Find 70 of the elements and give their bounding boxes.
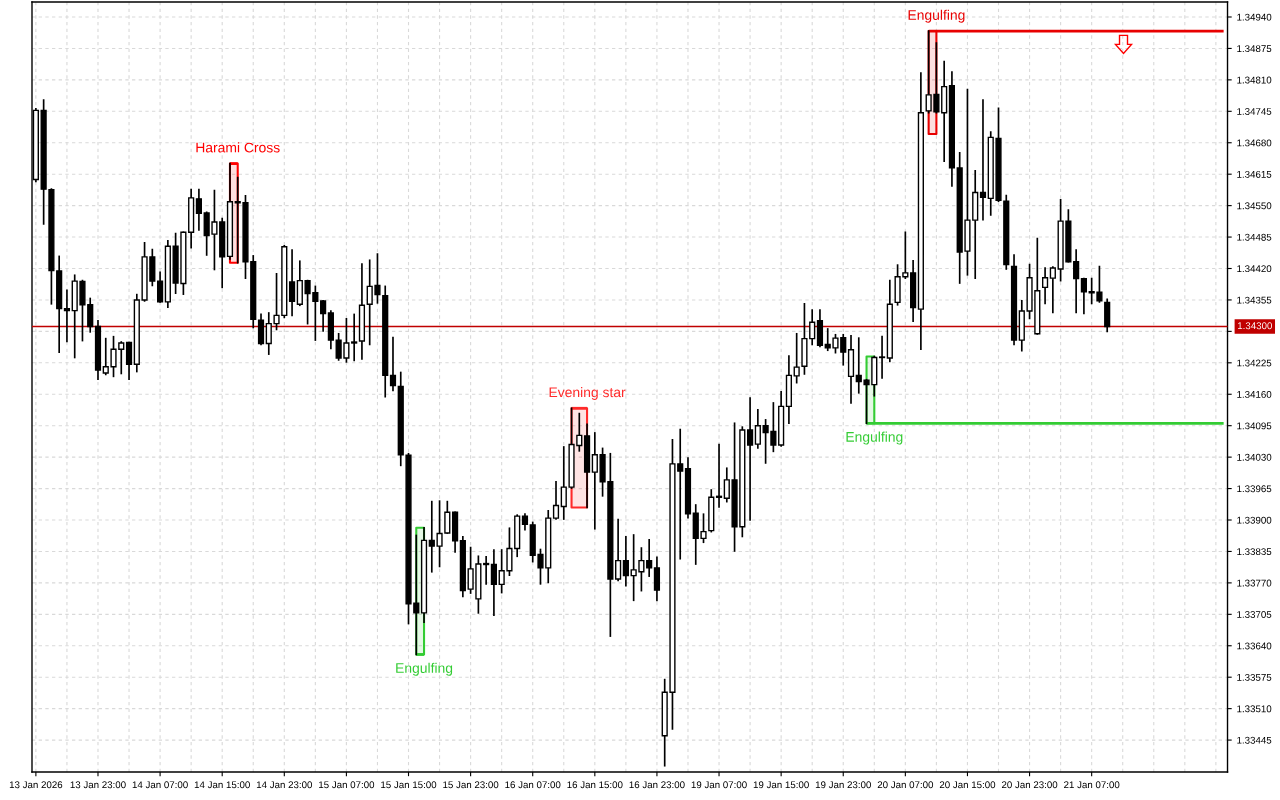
y-tick-label: 1.33445 [1237, 736, 1272, 744]
y-tick-label: 1.34160 [1237, 390, 1272, 398]
x-tick-label: 21 Jan 07:00 [1064, 781, 1120, 789]
candlestick [483, 555, 490, 585]
y-tick-label: 1.33510 [1237, 705, 1272, 713]
candlestick [622, 536, 629, 587]
candlestick [878, 335, 886, 379]
candlestick [715, 443, 723, 508]
candlestick [615, 518, 622, 582]
candlestick [1049, 266, 1056, 314]
series-label: Engulfing [908, 9, 965, 23]
candlestick [320, 300, 327, 332]
y-tick-label: 1.34355 [1237, 296, 1272, 304]
candlestick [653, 556, 661, 602]
x-tick-label: 16 Jan 15:00 [567, 781, 623, 789]
y-tick-label: 1.34615 [1237, 170, 1272, 178]
y-tick-label: 1.34420 [1237, 265, 1272, 273]
x-tick-label: 19 Jan 07:00 [691, 781, 747, 789]
candlestick [125, 341, 133, 381]
candlestick [63, 289, 71, 343]
candlestick [754, 408, 761, 449]
candlestick [979, 99, 987, 221]
y-tick-label: 1.34745 [1237, 108, 1272, 115]
x-tick-label: 16 Jan 07:00 [505, 781, 561, 789]
x-tick-label: 13 Jan 23:00 [70, 781, 126, 789]
x-tick-label: 19 Jan 23:00 [815, 781, 871, 789]
x-tick-label: 15 Jan 23:00 [443, 781, 499, 789]
x-tick-label: 15 Jan 15:00 [381, 781, 437, 789]
y-tick-label: 1.34680 [1237, 139, 1272, 147]
y-tick-label: 1.33640 [1237, 642, 1272, 650]
y-tick-label: 1.33900 [1237, 516, 1272, 524]
y-tick-label: 1.34810 [1237, 76, 1272, 84]
y-tick-label: 1.34485 [1237, 233, 1272, 241]
series-label: Harami Cross [196, 142, 280, 153]
candlestick [1073, 249, 1080, 314]
y-tick-label: 1.34875 [1237, 45, 1272, 53]
series-label: Evening star [549, 387, 626, 400]
y-tick-label: 1.34940 [1237, 13, 1272, 21]
candlestick [288, 249, 296, 317]
candlestick [1041, 267, 1049, 305]
y-tick-label: 1.33575 [1237, 673, 1272, 681]
y-tick-label: 1.34550 [1237, 202, 1272, 210]
candlestick [490, 549, 498, 617]
y-tick-label: 1.33705 [1237, 611, 1272, 618]
x-tick-label: 20 Jan 07:00 [877, 781, 934, 789]
x-tick-label: 14 Jan 07:00 [132, 781, 188, 789]
x-tick-label: 14 Jan 15:00 [194, 781, 250, 789]
candlestick [156, 271, 164, 303]
candlestick [552, 480, 560, 520]
x-tick-label: 14 Jan 23:00 [256, 781, 313, 789]
y-tick-label: 1.33835 [1237, 548, 1272, 556]
x-tick-label: 20 Jan 23:00 [1001, 781, 1058, 789]
candlestick [195, 188, 203, 231]
series-label: Engulfing [396, 662, 453, 676]
x-tick-label: 16 Jan 23:00 [629, 781, 685, 789]
candlestick [389, 336, 397, 392]
y-tick-label: 1.34030 [1237, 453, 1272, 461]
candlestick [257, 313, 265, 346]
ref-line-label: 1.34300 [1237, 322, 1273, 330]
y-tick-label: 1.33770 [1237, 579, 1272, 587]
y-tick-label: 1.34095 [1237, 422, 1272, 430]
series-label: Engulfing [846, 431, 903, 445]
y-tick-label: 1.33965 [1237, 485, 1272, 493]
y-tick-label: 1.34225 [1237, 359, 1272, 367]
x-tick-label: 20 Jan 15:00 [939, 781, 996, 789]
x-tick-label: 13 Jan 2026 [9, 781, 63, 789]
x-tick-label: 15 Jan 07:00 [319, 781, 375, 789]
x-tick-label: 19 Jan 15:00 [753, 781, 809, 789]
candlestick [1080, 277, 1088, 315]
candlestick [746, 397, 754, 521]
